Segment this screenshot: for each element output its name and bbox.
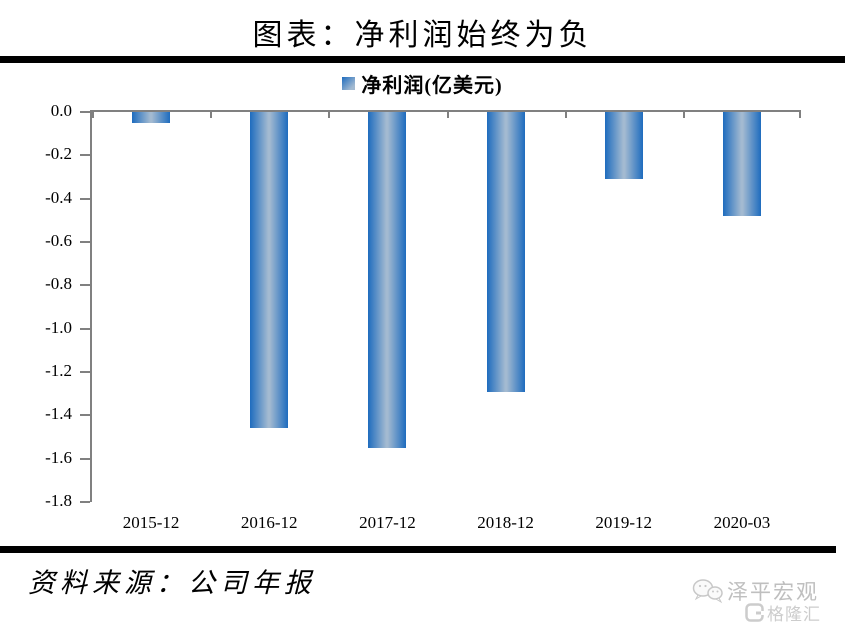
y-tick-label: -1.6 bbox=[45, 447, 72, 467]
bar-2016-12 bbox=[250, 112, 289, 429]
x-tick-label: 2015-12 bbox=[122, 513, 180, 532]
legend-swatch-icon bbox=[342, 77, 356, 90]
bar-2015-12 bbox=[132, 112, 171, 123]
y-tick-label: -1.0 bbox=[45, 317, 72, 337]
x-axis-tick bbox=[92, 112, 94, 118]
y-axis-tick bbox=[80, 371, 90, 373]
x-axis-tick bbox=[446, 112, 449, 118]
legend: 净利润(亿美元) bbox=[0, 69, 845, 98]
y-axis-tick bbox=[80, 501, 90, 503]
y-tick-label: -1.8 bbox=[45, 491, 72, 510]
x-tick-label: 2016-12 bbox=[240, 513, 298, 532]
y-axis-tick bbox=[80, 241, 90, 243]
top-rule bbox=[0, 56, 845, 63]
y-tick-label: -1.4 bbox=[45, 404, 72, 424]
gelonghui-logo-icon bbox=[745, 603, 764, 622]
x-tick-label: 2017-12 bbox=[359, 513, 416, 532]
watermark-zeping: 泽平宏观 bbox=[692, 576, 819, 606]
bar-2018-12 bbox=[486, 112, 525, 392]
y-tick-label: 0.0 bbox=[50, 101, 72, 120]
y-axis-tick bbox=[80, 284, 90, 287]
y-axis-tick bbox=[80, 327, 90, 330]
x-axis-tick bbox=[799, 112, 801, 118]
plot-area: 2015-12 2016-12 2017-12 2018-12 2019-12 2020-… bbox=[45, 101, 801, 532]
legend-label: 净利润(亿美元) bbox=[361, 75, 503, 97]
bar-2019-12 bbox=[604, 112, 643, 180]
x-tick-label: 2020-03 bbox=[713, 513, 771, 532]
y-axis-tick bbox=[80, 111, 90, 113]
y-axis-tick bbox=[80, 197, 90, 200]
x-tick-label: 2019-12 bbox=[595, 513, 653, 532]
page-title: 图表：净利润始终为负 bbox=[252, 19, 593, 52]
x-axis-tick bbox=[564, 112, 567, 118]
x-axis-tick bbox=[210, 112, 213, 118]
y-axis-tick bbox=[80, 154, 90, 157]
source-note: 资料来源：公司年报 bbox=[28, 568, 316, 598]
bar-2020-03 bbox=[722, 112, 761, 216]
watermark-zeping-label: 泽平宏观 bbox=[727, 580, 819, 604]
y-tick-label: -0.4 bbox=[45, 187, 72, 207]
y-tick-label: -0.6 bbox=[45, 231, 72, 250]
y-axis-tick bbox=[80, 457, 90, 460]
x-tick-label: 2018-12 bbox=[477, 513, 534, 532]
watermark-gelonghui: 格隆汇 bbox=[745, 600, 821, 625]
x-axis-tick bbox=[682, 112, 685, 118]
bottom-rule bbox=[0, 546, 836, 553]
wechat-icon bbox=[692, 579, 723, 604]
x-axis-tick bbox=[328, 112, 331, 118]
y-tick-label: -0.8 bbox=[45, 274, 72, 294]
watermark-gelonghui-label: 格隆汇 bbox=[767, 605, 821, 624]
y-tick-label: -1.2 bbox=[45, 361, 72, 380]
y-tick-label: -0.2 bbox=[45, 144, 72, 164]
y-axis-tick bbox=[80, 414, 90, 417]
bar-2017-12 bbox=[368, 112, 407, 448]
